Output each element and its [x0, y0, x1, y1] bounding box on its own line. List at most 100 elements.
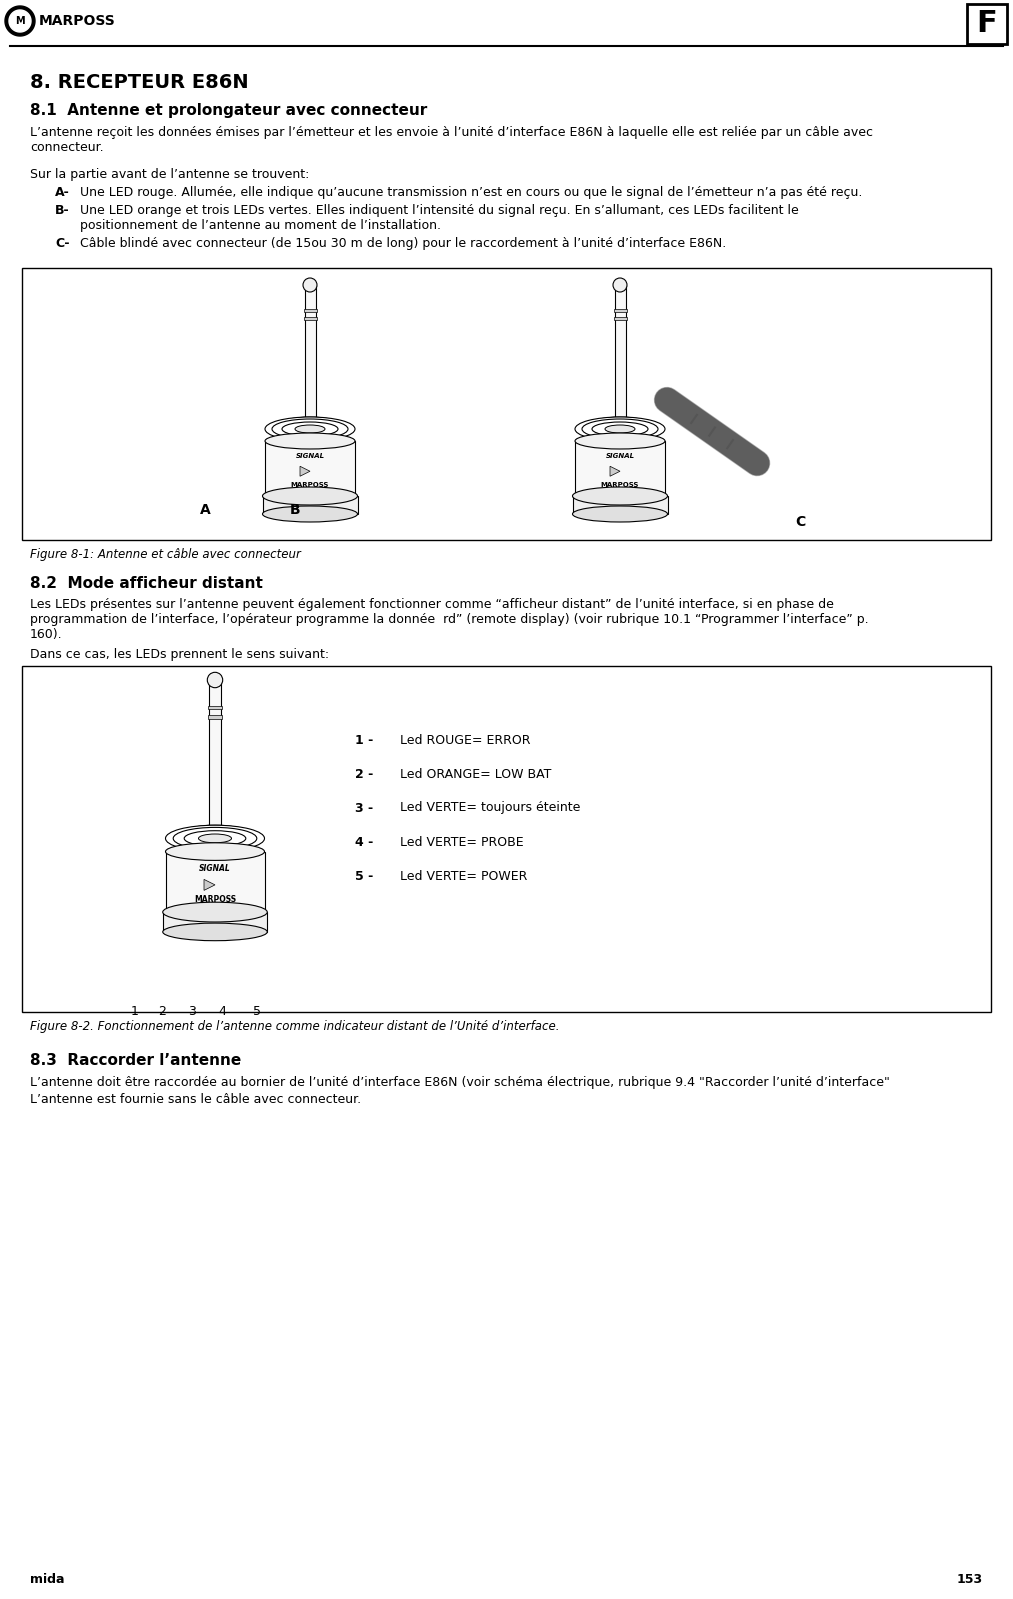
Text: Led ROUGE= ERROR: Led ROUGE= ERROR: [400, 734, 531, 747]
Bar: [265, 441, 355, 496]
Ellipse shape: [575, 489, 665, 504]
Bar: [615, 285, 625, 425]
Bar: [304, 317, 316, 320]
Text: F: F: [977, 10, 998, 38]
Ellipse shape: [165, 843, 264, 860]
Text: L’antenne doit être raccordée au bornier de l’unité d’interface E86N (voir schém: L’antenne doit être raccordée au bornier…: [30, 1076, 889, 1089]
Text: 8.2  Mode afficheur distant: 8.2 Mode afficheur distant: [30, 576, 263, 592]
Text: SIGNAL: SIGNAL: [200, 863, 231, 873]
Text: Sur la partie avant de l’antenne se trouvent:: Sur la partie avant de l’antenne se trou…: [30, 168, 309, 181]
Text: Dans ce cas, les LEDs prennent le sens suivant:: Dans ce cas, les LEDs prennent le sens s…: [30, 648, 329, 660]
Ellipse shape: [265, 433, 355, 449]
Polygon shape: [610, 467, 620, 477]
Ellipse shape: [163, 902, 267, 923]
Text: B: B: [290, 504, 300, 516]
Text: 8.1  Antenne et prolongateur avec connecteur: 8.1 Antenne et prolongateur avec connect…: [30, 102, 427, 118]
Polygon shape: [9, 10, 31, 32]
Polygon shape: [300, 467, 310, 477]
Text: connecteur.: connecteur.: [30, 141, 103, 154]
Text: 5: 5: [253, 1006, 261, 1019]
Text: C-: C-: [55, 237, 70, 249]
Text: 2: 2: [158, 1006, 166, 1019]
Bar: [208, 707, 222, 710]
Bar: [22, 667, 991, 1012]
Text: 1: 1: [131, 1006, 139, 1019]
Ellipse shape: [163, 923, 267, 940]
Text: 8. RECEPTEUR E86N: 8. RECEPTEUR E86N: [30, 74, 248, 93]
Text: programmation de l’interface, l’opérateur programme la donnée  rd” (remote displ: programmation de l’interface, l’opérateu…: [30, 612, 868, 625]
Ellipse shape: [184, 831, 246, 846]
Text: 8.3  Raccorder l’antenne: 8.3 Raccorder l’antenne: [30, 1054, 241, 1068]
Ellipse shape: [182, 825, 248, 843]
Ellipse shape: [575, 433, 665, 449]
Bar: [305, 285, 315, 425]
Bar: [575, 441, 665, 496]
Text: Une LED rouge. Allumée, elle indique qu’aucune transmission n’est en cours ou qu: Une LED rouge. Allumée, elle indique qu’…: [80, 185, 862, 198]
Ellipse shape: [572, 488, 668, 505]
Text: L’antenne est fournie sans le câble avec connecteur.: L’antenne est fournie sans le câble avec…: [30, 1094, 361, 1107]
Text: MARPOSS: MARPOSS: [193, 895, 236, 905]
Text: A: A: [200, 504, 211, 516]
Text: Led ORANGE= LOW BAT: Led ORANGE= LOW BAT: [400, 768, 551, 780]
Text: Câble blindé avec connecteur (de 15ou 30 m de long) pour le raccordement à l’uni: Câble blindé avec connecteur (de 15ou 30…: [80, 237, 726, 249]
Text: 153: 153: [957, 1573, 983, 1586]
Text: Figure 8-2. Fonctionnement de l’antenne comme indicateur distant de l’Unité d’in: Figure 8-2. Fonctionnement de l’antenne …: [30, 1020, 559, 1033]
Bar: [967, 5, 1007, 45]
Text: SIGNAL: SIGNAL: [606, 454, 634, 459]
Text: MARPOSS: MARPOSS: [291, 481, 329, 488]
Text: MARPOSS: MARPOSS: [601, 481, 639, 488]
Ellipse shape: [280, 417, 340, 433]
Text: 160).: 160).: [30, 628, 63, 641]
Text: 3: 3: [188, 1006, 196, 1019]
Bar: [165, 852, 264, 911]
Ellipse shape: [272, 419, 348, 440]
Bar: [208, 715, 222, 718]
Text: 4: 4: [218, 1006, 226, 1019]
Circle shape: [613, 278, 627, 293]
Bar: [262, 496, 358, 513]
Text: mida: mida: [30, 1573, 65, 1586]
Ellipse shape: [265, 489, 355, 504]
Text: 4 -: 4 -: [355, 836, 373, 849]
Ellipse shape: [605, 425, 635, 433]
Ellipse shape: [590, 417, 650, 433]
Text: 2 -: 2 -: [355, 768, 373, 780]
Ellipse shape: [173, 827, 257, 849]
Text: Une LED orange et trois LEDs vertes. Elles indiquent l’intensité du signal reçu.: Une LED orange et trois LEDs vertes. Ell…: [80, 205, 798, 217]
Text: SIGNAL: SIGNAL: [296, 454, 324, 459]
Ellipse shape: [262, 488, 358, 505]
Text: MARPOSS: MARPOSS: [38, 14, 115, 29]
Text: 5 -: 5 -: [355, 870, 373, 883]
Ellipse shape: [295, 425, 325, 433]
Text: Figure 8-1: Antenne et câble avec connecteur: Figure 8-1: Antenne et câble avec connec…: [30, 548, 301, 561]
Ellipse shape: [592, 422, 648, 437]
Bar: [209, 680, 221, 835]
Text: Led VERTE= PROBE: Led VERTE= PROBE: [400, 836, 524, 849]
Ellipse shape: [748, 454, 767, 472]
Bar: [614, 309, 626, 312]
Text: L’antenne reçoit les données émises par l’émetteur et les envoie à l’unité d’int: L’antenne reçoit les données émises par …: [30, 126, 873, 139]
Bar: [304, 309, 316, 312]
Text: A-: A-: [55, 185, 70, 198]
Circle shape: [303, 278, 317, 293]
Bar: [22, 269, 991, 540]
Polygon shape: [5, 6, 35, 37]
Text: 3 -: 3 -: [355, 801, 373, 814]
Ellipse shape: [165, 825, 264, 852]
Ellipse shape: [199, 835, 232, 843]
Text: Les LEDs présentes sur l’antenne peuvent également fonctionner comme “afficheur : Les LEDs présentes sur l’antenne peuvent…: [30, 598, 834, 611]
Polygon shape: [204, 879, 215, 891]
Text: positionnement de l’antenne au moment de l’installation.: positionnement de l’antenne au moment de…: [80, 219, 441, 232]
Bar: [614, 317, 626, 320]
Ellipse shape: [262, 505, 358, 521]
Ellipse shape: [582, 419, 658, 440]
Ellipse shape: [575, 417, 665, 441]
Text: Led VERTE= POWER: Led VERTE= POWER: [400, 870, 528, 883]
Circle shape: [208, 672, 223, 688]
Text: M: M: [15, 16, 24, 26]
Ellipse shape: [282, 422, 338, 437]
Bar: [572, 496, 668, 513]
Text: C: C: [795, 515, 805, 529]
Text: 1 -: 1 -: [355, 734, 373, 747]
Ellipse shape: [265, 417, 355, 441]
